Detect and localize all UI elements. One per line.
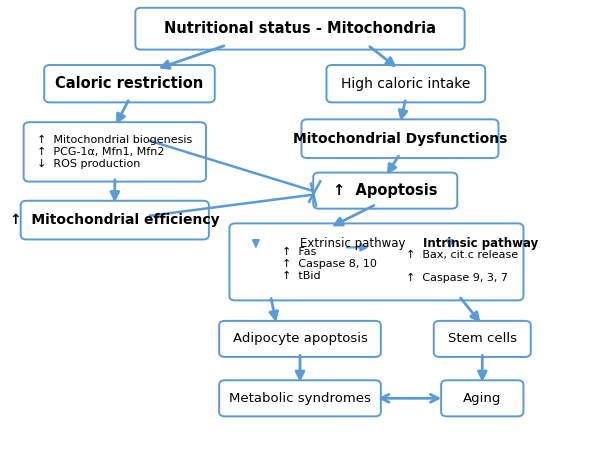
Text: Adipocyte apoptosis: Adipocyte apoptosis <box>233 332 367 345</box>
Text: Mitochondrial Dysfunctions: Mitochondrial Dysfunctions <box>293 132 507 145</box>
Text: Nutritional status - Mitochondria: Nutritional status - Mitochondria <box>164 21 436 36</box>
FancyBboxPatch shape <box>23 122 206 181</box>
Text: High caloric intake: High caloric intake <box>341 77 470 91</box>
FancyBboxPatch shape <box>229 224 523 300</box>
Text: Extrinsic pathway: Extrinsic pathway <box>300 238 406 251</box>
FancyBboxPatch shape <box>326 65 485 102</box>
Text: ↑  Mitochondrial efficiency: ↑ Mitochondrial efficiency <box>10 213 220 227</box>
Text: ↑  Apoptosis: ↑ Apoptosis <box>333 183 437 198</box>
FancyBboxPatch shape <box>44 65 215 102</box>
FancyBboxPatch shape <box>301 119 499 158</box>
FancyBboxPatch shape <box>219 321 381 357</box>
FancyBboxPatch shape <box>313 172 457 209</box>
FancyBboxPatch shape <box>219 380 381 416</box>
FancyBboxPatch shape <box>21 201 209 239</box>
FancyBboxPatch shape <box>434 321 531 357</box>
Text: ↑  Fas
↑  Caspase 8, 10
↑  tBid: ↑ Fas ↑ Caspase 8, 10 ↑ tBid <box>283 247 377 281</box>
Text: ↑  Mitochondrial biogenesis
↑  PCG-1α, Mfn1, Mfn2
↓  ROS production: ↑ Mitochondrial biogenesis ↑ PCG-1α, Mfn… <box>37 135 193 168</box>
Text: Intrinsic pathway: Intrinsic pathway <box>424 238 539 251</box>
Text: Stem cells: Stem cells <box>448 332 517 345</box>
Text: Caloric restriction: Caloric restriction <box>55 76 203 91</box>
FancyBboxPatch shape <box>441 380 523 416</box>
Text: ↑  Bax, cit.c release

↑  Caspase 9, 3, 7: ↑ Bax, cit.c release ↑ Caspase 9, 3, 7 <box>406 250 518 283</box>
Text: Aging: Aging <box>463 392 502 405</box>
Text: Metabolic syndromes: Metabolic syndromes <box>229 392 371 405</box>
FancyBboxPatch shape <box>136 8 464 49</box>
